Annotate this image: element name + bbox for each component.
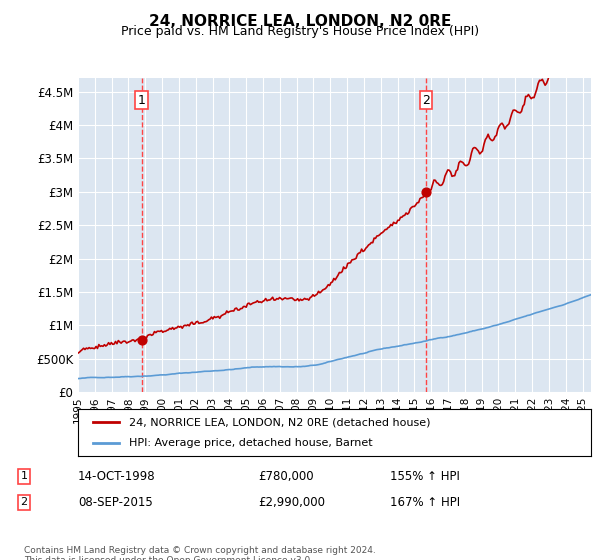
Text: 24, NORRICE LEA, LONDON, N2 0RE: 24, NORRICE LEA, LONDON, N2 0RE (149, 14, 451, 29)
Point (421, 188, 431, 197)
Text: HPI: Average price, detached house, Barnet: HPI: Average price, detached house, Barn… (130, 438, 373, 448)
Text: 24, NORRICE LEA, LONDON, N2 0RE (detached house): 24, NORRICE LEA, LONDON, N2 0RE (detache… (130, 417, 431, 427)
Text: £780,000: £780,000 (258, 470, 314, 483)
Text: 2: 2 (422, 94, 430, 107)
Text: 1: 1 (20, 472, 28, 482)
Text: 1: 1 (138, 94, 146, 107)
Text: 14-OCT-1998: 14-OCT-1998 (78, 470, 155, 483)
Text: 167% ↑ HPI: 167% ↑ HPI (390, 496, 460, 509)
Point (137, 335, 146, 344)
Text: 2: 2 (20, 497, 28, 507)
Text: £2,990,000: £2,990,000 (258, 496, 325, 509)
Text: Price paid vs. HM Land Registry's House Price Index (HPI): Price paid vs. HM Land Registry's House … (121, 25, 479, 38)
Text: 155% ↑ HPI: 155% ↑ HPI (390, 470, 460, 483)
Text: 08-SEP-2015: 08-SEP-2015 (78, 496, 153, 509)
Text: Contains HM Land Registry data © Crown copyright and database right 2024.
This d: Contains HM Land Registry data © Crown c… (24, 546, 376, 560)
